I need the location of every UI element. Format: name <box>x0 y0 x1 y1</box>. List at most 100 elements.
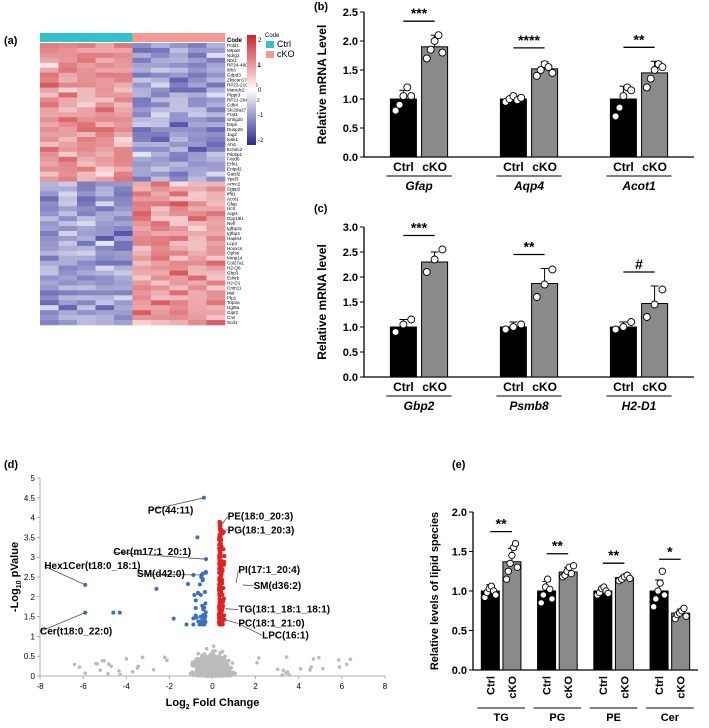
heatmap-cell <box>77 300 96 306</box>
panel-label-c: (c) <box>314 203 328 215</box>
heatmap-cell <box>58 211 78 217</box>
point-ns <box>165 658 169 663</box>
heatmap-cell <box>77 102 96 108</box>
color-scale-label: 0 <box>258 88 262 94</box>
heatmap-cell <box>188 191 207 197</box>
category-label: cKO <box>676 676 688 699</box>
point-ns <box>336 658 341 662</box>
point-ns <box>109 664 113 668</box>
heatmap-cell <box>132 161 152 167</box>
heatmap-cell <box>58 151 78 158</box>
bar <box>614 577 634 671</box>
y-tick-label: 3 <box>31 553 36 562</box>
heatmap-cell <box>132 97 152 103</box>
heatmap-cell <box>58 196 78 202</box>
heatmap-cell <box>40 176 59 182</box>
bar <box>609 326 637 378</box>
heatmap-cell <box>77 280 96 286</box>
heatmap-cell <box>95 226 115 232</box>
heatmap-cell <box>151 240 170 247</box>
heatmap-cell <box>95 127 115 133</box>
data-point <box>508 551 516 560</box>
heatmap-cell <box>188 270 207 276</box>
heatmap-cell <box>188 295 207 301</box>
heatmap-cell <box>114 216 133 222</box>
heatmap-cell <box>151 305 170 311</box>
heatmap-cell <box>114 295 133 301</box>
gene-label: Frat1 <box>227 112 238 117</box>
heatmap-cell <box>206 275 226 281</box>
point-ns <box>281 668 286 673</box>
heatmap-cell <box>169 62 189 69</box>
heatmap-cell <box>40 57 59 64</box>
heatmap-cell <box>132 295 152 301</box>
x-tick-label: -6 <box>80 682 88 691</box>
heatmap-cell <box>77 181 96 187</box>
group-label: TG <box>493 712 508 724</box>
data-point <box>627 318 636 326</box>
point-ns <box>204 654 208 659</box>
heatmap-cell <box>114 161 133 167</box>
data-point <box>604 589 612 598</box>
heatmap-cell <box>77 226 96 232</box>
heatmap-cell <box>95 57 115 64</box>
point-ns <box>337 665 342 669</box>
heatmap-cell <box>58 92 78 98</box>
gene-label: Mamdc2 <box>227 87 245 92</box>
significance-label: **** <box>518 32 540 48</box>
heatmap-cell <box>95 221 115 227</box>
heatmap-cell <box>40 87 59 93</box>
heatmap-cell <box>151 137 170 143</box>
point-ns <box>212 672 217 677</box>
data-point <box>548 68 557 77</box>
point-up <box>218 551 223 556</box>
point-ns <box>255 661 259 665</box>
data-point <box>438 48 447 57</box>
point-ns <box>94 661 98 666</box>
category-label: cKO <box>642 160 667 174</box>
annotation-leader <box>113 551 207 560</box>
heatmap-cell <box>188 107 207 113</box>
heatmap-cell <box>188 240 207 247</box>
heatmap-cell <box>188 52 207 59</box>
gene-label: Gdpd3 <box>227 73 241 78</box>
gene-label: Nbl1 <box>227 58 237 63</box>
annotation-leader <box>225 608 239 611</box>
heatmap-cell <box>169 265 189 271</box>
y-axis-label: Relative mRNA level <box>315 244 329 360</box>
heatmap-cell <box>206 231 226 237</box>
heatmap-cell <box>95 171 115 177</box>
data-point <box>539 591 547 599</box>
heatmap-cell <box>151 122 170 128</box>
heatmap-cell <box>132 191 152 197</box>
color-scale-label: -2 <box>258 138 264 144</box>
heatmap-cell <box>206 320 226 326</box>
significance-label: * <box>667 543 673 559</box>
point-down <box>185 581 190 586</box>
heatmap-cell <box>151 52 170 59</box>
heatmap-cell <box>169 310 189 316</box>
heatmap-cell <box>169 171 189 177</box>
heatmap-cell <box>206 151 226 158</box>
heatmap-cell <box>58 82 78 88</box>
heatmap-cell <box>40 226 59 232</box>
heatmap-cell <box>169 206 189 212</box>
heatmap-cell <box>188 305 207 311</box>
heatmap-cell <box>40 62 59 69</box>
heatmap-cell <box>151 156 170 163</box>
heatmap-legend: Code Code Ctrl cKO <box>227 33 295 59</box>
heatmap-cell <box>77 305 96 311</box>
heatmap-cell <box>132 62 152 69</box>
heatmap-cell <box>188 250 207 257</box>
heatmap-cell <box>206 235 226 242</box>
y-tick-label: 1.0 <box>452 586 467 598</box>
heatmap-cell <box>132 87 152 93</box>
heatmap-cell <box>40 186 59 192</box>
heatmap-cell <box>169 161 189 167</box>
heatmap-cell <box>132 250 152 257</box>
heatmap-cell <box>77 186 96 192</box>
heatmap-cell <box>151 201 170 207</box>
gene-label: Top2a <box>227 300 240 305</box>
heatmap-cell <box>188 77 207 83</box>
